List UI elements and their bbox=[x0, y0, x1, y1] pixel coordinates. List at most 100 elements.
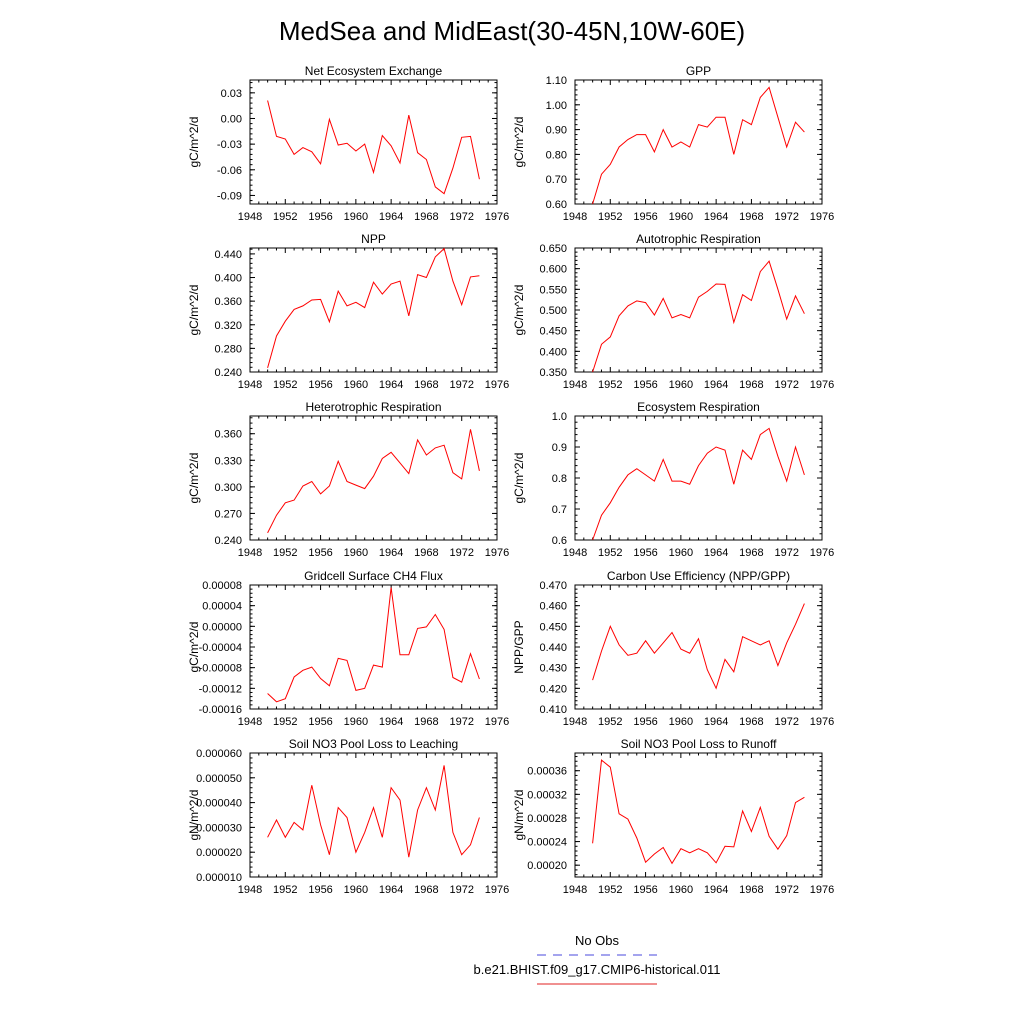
x-tick-label: 1948 bbox=[238, 716, 262, 728]
x-tick-label: 1964 bbox=[704, 716, 728, 728]
y-tick-label: 0.240 bbox=[214, 535, 242, 547]
x-tick-label: 1960 bbox=[344, 884, 368, 896]
x-tick-label: 1972 bbox=[449, 379, 473, 391]
x-tick-label: 1956 bbox=[633, 379, 657, 391]
panel-title: Gridcell Surface CH4 Flux bbox=[304, 569, 443, 583]
x-tick-label: 1964 bbox=[379, 211, 403, 223]
y-tick-label: -0.03 bbox=[217, 139, 242, 151]
x-tick-label: 1948 bbox=[238, 211, 262, 223]
x-tick-label: 1976 bbox=[485, 211, 509, 223]
plot-frame bbox=[249, 584, 498, 710]
series-line bbox=[267, 587, 480, 703]
series-line bbox=[592, 86, 805, 205]
x-tick-label: 1972 bbox=[449, 547, 473, 559]
x-tick-label: 1956 bbox=[633, 547, 657, 559]
x-tick-label: 1968 bbox=[739, 884, 763, 896]
x-tick-label: 1956 bbox=[633, 884, 657, 896]
legend-label-no-obs: No Obs bbox=[575, 933, 620, 948]
panel-10: Soil NO3 Pool Loss to Runoff gN/m^2/d 1948… bbox=[512, 737, 834, 896]
panel-title: Heterotrophic Respiration bbox=[305, 400, 441, 414]
x-tick-label: 1952 bbox=[598, 884, 622, 896]
y-tick-label: 0.400 bbox=[214, 273, 242, 285]
y-tick-label: 0.360 bbox=[214, 429, 242, 441]
panel-title: Carbon Use Efficiency (NPP/GPP) bbox=[607, 569, 790, 583]
panel-grid: Net Ecosystem Exchange gC/m^2/d 1948 1952 19… bbox=[187, 64, 834, 896]
plot-frame bbox=[249, 247, 498, 373]
panel-4: Autotrophic Respiration gC/m^2/d 1948 1952 1… bbox=[512, 232, 834, 391]
x-tick-label: 1964 bbox=[704, 547, 728, 559]
x-tick-label: 1976 bbox=[485, 547, 509, 559]
x-tick-label: 1972 bbox=[774, 211, 798, 223]
y-tick-label: 0.03 bbox=[221, 88, 242, 100]
x-tick-label: 1972 bbox=[774, 716, 798, 728]
x-tick-label: 1972 bbox=[774, 547, 798, 559]
x-tick-label: 1956 bbox=[308, 211, 332, 223]
x-tick-label: 1968 bbox=[414, 379, 438, 391]
y-tick-label: 0.500 bbox=[539, 305, 567, 317]
plot-frame bbox=[574, 752, 823, 878]
y-axis-label: gN/m^2/d bbox=[512, 790, 526, 841]
panel-3: NPP gC/m^2/d 1948 1952 1956 1960 1964 1968 1972 1… bbox=[187, 232, 509, 391]
y-tick-label: 0.460 bbox=[539, 601, 567, 613]
y-axis-label: gC/m^2/d bbox=[187, 117, 201, 168]
panel-5: Heterotrophic Respiration gC/m^2/d 1948 195… bbox=[187, 400, 509, 559]
y-tick-label: 0.350 bbox=[539, 367, 567, 379]
x-tick-label: 1972 bbox=[449, 211, 473, 223]
x-tick-label: 1976 bbox=[485, 716, 509, 728]
panel-9: Soil NO3 Pool Loss to Leaching gN/m^2/d 19… bbox=[187, 737, 509, 896]
x-tick-label: 1948 bbox=[238, 884, 262, 896]
x-tick-label: 1952 bbox=[598, 211, 622, 223]
y-tick-label: 0.80 bbox=[546, 149, 567, 161]
y-tick-label: 0.320 bbox=[214, 320, 242, 332]
y-tick-label: 0.00000 bbox=[202, 621, 242, 633]
series-line bbox=[267, 100, 480, 195]
y-tick-label: 1.0 bbox=[552, 411, 567, 423]
y-tick-label: 0.000020 bbox=[196, 847, 242, 859]
x-tick-label: 1964 bbox=[704, 379, 728, 391]
y-tick-label: 0.6 bbox=[552, 535, 567, 547]
y-tick-label: 0.00004 bbox=[202, 601, 242, 613]
y-axis-label: gC/m^2/d bbox=[512, 285, 526, 336]
x-tick-label: 1952 bbox=[273, 379, 297, 391]
y-tick-label: 0.90 bbox=[546, 125, 567, 137]
x-tick-label: 1960 bbox=[669, 547, 693, 559]
panel-title: GPP bbox=[686, 64, 711, 78]
x-tick-label: 1956 bbox=[308, 379, 332, 391]
y-tick-label: 0.00024 bbox=[527, 837, 567, 849]
y-tick-label: -0.09 bbox=[217, 190, 242, 202]
y-tick-label: 0.650 bbox=[539, 243, 567, 255]
y-tick-label: 0.420 bbox=[539, 683, 567, 695]
y-tick-label: 0.000010 bbox=[196, 872, 242, 884]
y-tick-label: 0.410 bbox=[539, 704, 567, 716]
y-tick-label: 0.00 bbox=[221, 113, 242, 125]
x-tick-label: 1948 bbox=[238, 379, 262, 391]
plot-frame bbox=[574, 247, 823, 373]
series-line bbox=[592, 427, 805, 541]
y-tick-label: 0.450 bbox=[539, 326, 567, 338]
x-tick-label: 1976 bbox=[810, 379, 834, 391]
x-tick-label: 1956 bbox=[308, 547, 332, 559]
x-tick-label: 1976 bbox=[810, 716, 834, 728]
x-tick-label: 1976 bbox=[485, 884, 509, 896]
x-tick-label: 1976 bbox=[810, 211, 834, 223]
x-tick-label: 1952 bbox=[598, 379, 622, 391]
x-tick-label: 1960 bbox=[669, 211, 693, 223]
x-tick-label: 1948 bbox=[563, 547, 587, 559]
y-axis-label: gN/m^2/d bbox=[187, 790, 201, 841]
y-tick-label: 0.470 bbox=[539, 580, 567, 592]
y-axis-label: gC/m^2/d bbox=[512, 453, 526, 504]
x-tick-label: 1968 bbox=[739, 716, 763, 728]
panel-title: Soil NO3 Pool Loss to Runoff bbox=[621, 737, 778, 751]
figure-title: MedSea and MidEast(30-45N,10W-60E) bbox=[279, 16, 745, 46]
x-tick-label: 1960 bbox=[669, 379, 693, 391]
x-tick-label: 1964 bbox=[379, 379, 403, 391]
y-axis-label: gC/m^2/d bbox=[187, 453, 201, 504]
panel-title: Autotrophic Respiration bbox=[636, 232, 761, 246]
series-line bbox=[267, 247, 480, 369]
y-tick-label: -0.00004 bbox=[199, 642, 242, 654]
x-tick-label: 1952 bbox=[598, 547, 622, 559]
x-tick-label: 1948 bbox=[563, 884, 587, 896]
y-tick-label: 0.440 bbox=[539, 642, 567, 654]
y-tick-label: 0.60 bbox=[546, 199, 567, 211]
y-tick-label: -0.00016 bbox=[199, 704, 242, 716]
